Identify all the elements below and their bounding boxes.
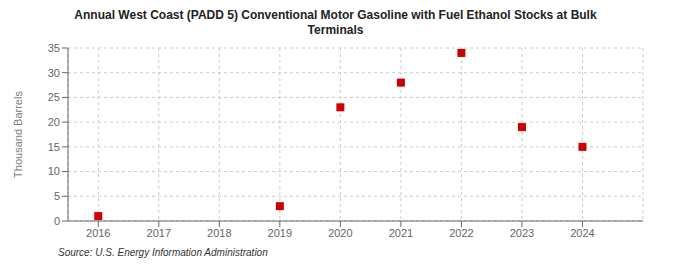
html-text:Annual West Coast (PADD 5) Con: Annual West Coast (PADD 5) Conventional … [74,8,597,22]
svg-text:10: 10 [48,165,60,177]
svg-text:2022: 2022 [449,227,473,239]
svg-text:2018: 2018 [207,227,231,239]
svg-text:2020: 2020 [328,227,352,239]
svg-text:30: 30 [48,67,60,79]
svg-text:2023: 2023 [510,227,534,239]
svg-text:5: 5 [54,190,60,202]
svg-text:20: 20 [48,116,60,128]
svg-text:2017: 2017 [147,227,171,239]
html-text:Source: U.S. Energy Informatio: Source: U.S. Energy Information Administ… [58,247,268,258]
svg-text:25: 25 [48,91,60,103]
svg-text:0: 0 [54,215,60,227]
svg-text:2019: 2019 [268,227,292,239]
svg-text:2021: 2021 [389,227,413,239]
svg-text:2016: 2016 [86,227,110,239]
html-text:Terminals: Terminals [307,23,364,37]
svg-text:15: 15 [48,141,60,153]
svg-text:Thousand Barrels: Thousand Barrels [12,91,24,178]
svg-text:2024: 2024 [570,227,594,239]
svg-text:35: 35 [48,42,60,54]
